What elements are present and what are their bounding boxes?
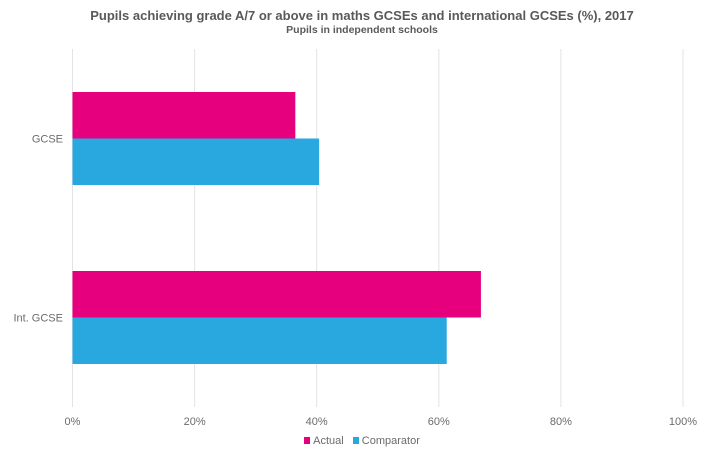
- x-tick-label: 20%: [184, 416, 206, 428]
- legend-swatch-comparator: [352, 437, 359, 444]
- x-tick-label: 100%: [669, 416, 697, 428]
- legend-item-comparator: Comparator: [352, 435, 420, 447]
- bar-comparator-int-gcse: [72, 317, 447, 364]
- x-tick-label: 40%: [306, 416, 328, 428]
- bar-actual-gcse: [72, 92, 296, 139]
- chart-title: Pupils achieving grade A/7 or above in m…: [90, 8, 634, 23]
- legend: Actual Comparator: [0, 435, 724, 447]
- y-tick-label: Int. GCSE: [13, 313, 63, 325]
- legend-swatch-actual: [304, 437, 311, 444]
- bar-comparator-gcse: [72, 138, 320, 185]
- chart-subtitle: Pupils in independent schools: [286, 24, 438, 36]
- bar-actual-int-gcse: [72, 271, 481, 318]
- legend-label-actual: Actual: [313, 435, 344, 447]
- x-tick-label: 0%: [65, 416, 81, 428]
- legend-label-comparator: Comparator: [361, 435, 420, 447]
- x-tick-label: 80%: [550, 416, 572, 428]
- x-tick-label: 60%: [428, 416, 450, 428]
- legend-item-actual: Actual: [304, 435, 344, 447]
- y-tick-label: GCSE: [32, 134, 63, 146]
